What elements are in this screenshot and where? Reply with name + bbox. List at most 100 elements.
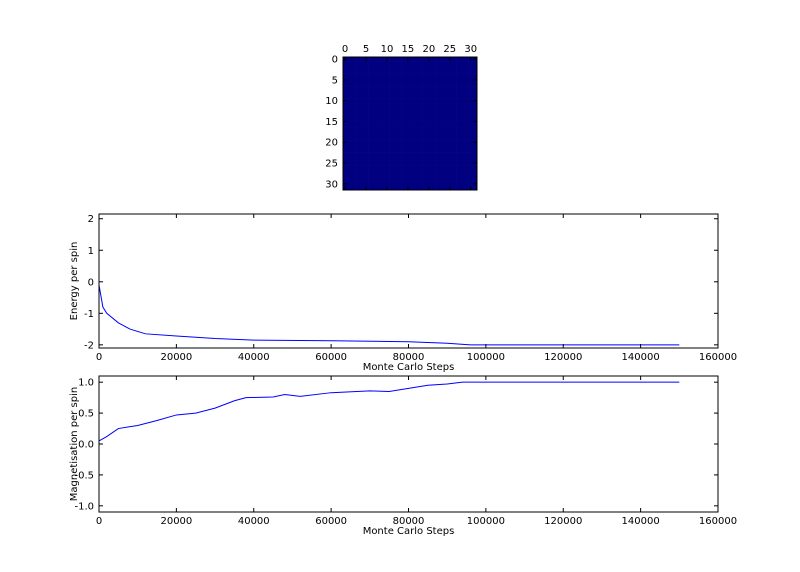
cell [410,65,415,70]
cell [439,65,444,70]
cell [351,57,356,62]
cell [384,127,390,133]
cell [472,65,478,70]
cell [426,102,432,108]
cell [368,102,373,108]
cell [401,69,407,74]
cell [422,177,428,182]
cell [384,65,390,70]
x-tick-label: 120000 [544,352,582,363]
cell [422,69,428,74]
cell [397,94,402,99]
cell [456,173,461,178]
cell [343,86,348,91]
cell [359,169,365,174]
cell [359,135,365,141]
cell [351,160,356,166]
cell [456,131,461,137]
cell [368,57,373,62]
cell [347,173,352,178]
cell [363,65,369,70]
cell [384,77,390,83]
cell [355,106,361,112]
cell [447,90,453,95]
cell [468,86,474,91]
cell [343,123,348,128]
cell [422,57,428,62]
cell [405,173,411,178]
cell [397,119,402,124]
cell [355,160,361,166]
cell [393,177,398,182]
cell [359,131,365,137]
cell [439,140,444,145]
cell [359,119,365,124]
cell [418,140,423,145]
cell [376,123,381,128]
cell [384,94,390,99]
cell [351,111,356,116]
cell [405,90,411,95]
cell [422,123,428,128]
cell [422,144,428,149]
cell [368,69,373,74]
cell [389,181,394,187]
cell [456,61,461,66]
cell [426,98,432,104]
cell [389,106,394,112]
cell [443,57,448,62]
cell [389,61,394,66]
cell [359,102,365,108]
cell [355,135,361,141]
cell [368,140,373,145]
cell [405,86,411,91]
cell [363,181,369,187]
cell [418,111,423,116]
cell [426,119,432,124]
cell [351,135,356,141]
cell [368,156,373,162]
cell [405,98,411,104]
cell [405,123,411,128]
cell [468,115,474,120]
cell [422,131,428,137]
cell [418,73,423,79]
cell [347,144,352,149]
cell [414,111,419,116]
cell [414,135,419,141]
cell [472,94,478,99]
cell [384,123,390,128]
cell [418,98,423,104]
cell [472,169,478,174]
cell [410,106,415,112]
cell [435,156,440,162]
cell [355,86,361,91]
cell [447,106,453,112]
x-tick-label: 160000 [699,352,737,363]
x-tick-label: 120000 [544,516,582,527]
cell [447,160,453,166]
cell [464,94,469,99]
cell [384,111,390,116]
cell [456,86,461,91]
cell [393,115,398,120]
cell [443,90,448,95]
cell [460,131,465,137]
cell [343,73,348,79]
cell [456,127,461,133]
cell [359,65,365,70]
cell [401,123,407,128]
cell [443,165,448,170]
cell [384,81,390,87]
cell [435,165,440,170]
cell [468,140,474,145]
cell [418,61,423,66]
cell [376,160,381,166]
cell [343,94,348,99]
cell [359,144,365,149]
cell [397,102,402,108]
cell [439,81,444,87]
cell [430,148,436,153]
cell [405,148,411,153]
cell [397,160,402,166]
